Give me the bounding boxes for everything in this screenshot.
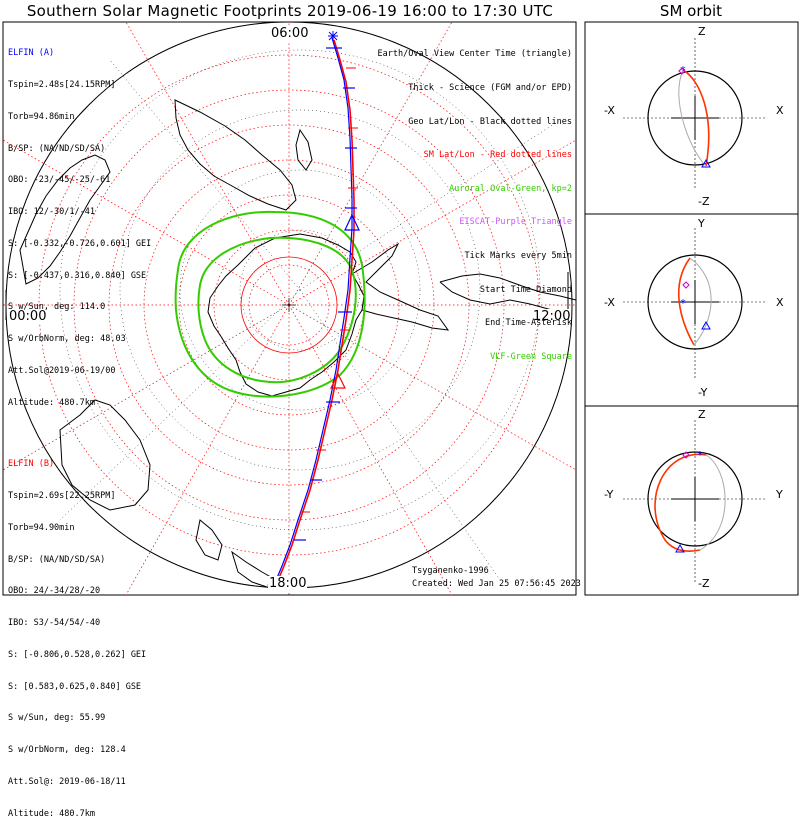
elfin-b-line: S w/Sun, deg: 55.99 [8,713,106,724]
yz-bottom-label: -Z [698,577,710,590]
legend-start-time: Start Time-Diamond [479,284,572,295]
elfin-a-name: ELFIN (A) [8,48,55,59]
elfin-b-track [275,39,355,586]
elfin-a-line: S w/OrbNorm, deg: 48.03 [8,334,126,345]
elfin-b-line: S w/OrbNorm, deg: 128.4 [8,745,126,756]
time-label-top: 06:00 [270,26,310,41]
svg-text:*: * [697,449,703,462]
legend: Earth/Oval View Center Time (triangle) T… [378,27,572,374]
footprint-map: * * * [2,21,799,596]
legend-vlf: VLF-Green Square [490,351,572,362]
antarctica-coastline [207,233,365,397]
model-label: Tsyganenko-1996 [412,566,489,576]
elfin-a-line: S: [-0.332,-0.726,0.601] GEI [8,238,152,249]
elfin-b-view-center-triangle [330,372,346,389]
elfin-a-line: Tspin=2.48s[24.15RPM] [8,79,116,90]
created-label: Created: Wed Jan 25 07:56:45 2023 [412,579,581,589]
geo-grid [59,49,561,581]
elfin-a-line: OBO: -23/-45/-25/-61 [8,175,111,186]
elfin-b-line: Tspin=2.69s[22.25RPM] [8,490,116,501]
sm-panel-yz-frame [584,405,799,596]
elfin-b-line: B/SP: (NA/ND/SD/SA) [8,554,106,565]
elfin-b-line: IBO: S3/-54/54/-40 [8,618,101,629]
elfin-a-line: S w/Sun, deg: 114.0 [8,302,106,313]
new-zealand-coastline [195,519,277,589]
australia-coastline [59,399,151,511]
elfin-b-info: ELFIN (B) Tspin=2.69s[22.25RPM] Torb=94.… [8,438,146,830]
legend-sm-grid: SM Lat/Lon - Red dotted lines [423,150,572,161]
legend-view-center: Earth/Oval View Center Time (triangle) [377,49,572,60]
svg-text:*: * [680,64,686,77]
elfin-a-line: IBO: 12/-30/1/-41 [8,207,95,218]
xy-left-label: -X [604,296,615,309]
xz-left-label: -X [604,104,615,117]
xz-top-label: Z [698,25,706,38]
south-america-coastline [439,273,576,311]
time-label-bottom: 18:00 [268,576,308,591]
map-center-cross [282,298,296,312]
elfin-b-ticks [300,67,358,513]
time-label-right: 12:00 [532,309,572,324]
xy-bottom-label: -Y [698,386,708,399]
legend-end-time: End Time-Asterisk [485,318,572,329]
sm-orbit-title: SM orbit [659,2,723,20]
xz-right-label: X [776,104,784,117]
xy-top-label: Y [698,217,705,230]
elfin-b-line: S: [-0.806,0.528,0.262] GEI [8,649,147,660]
legend-eiscat: EISCAT-Purple Triangle [459,217,572,228]
yz-right-label: Y [776,488,783,501]
time-label-left: 00:00 [8,309,48,324]
elfin-a-view-center-triangle [344,213,360,231]
legend-science: Thick - Science (FGM and/or EPD) [408,83,572,94]
elfin-a-info: ELFIN (A) Tspin=2.48s[24.15RPM] Torb=94.… [8,27,151,419]
page-title: Southern Solar Magnetic Footprints 2019-… [26,2,554,20]
legend-auroral-oval: Auroral Oval-Green, kp=2 [449,183,572,194]
elfin-a-ticks [294,47,357,541]
elfin-a-line: S: [-0.437,0.316,0.840] GSE [8,270,147,281]
west-coastline [19,154,111,285]
elfin-b-line: Altitude: 480.7km [8,808,95,819]
elfin-b-name: ELFIN (B) [8,459,55,470]
xz-bottom-label: -Z [698,195,710,208]
elfin-a-line: Torb=94.86min [8,111,75,122]
elfin-a-track [273,37,353,586]
svg-text:*: * [680,297,686,310]
sm-orbit-xz-plot: * [623,38,767,190]
legend-geo-grid: Geo Lat/Lon - Black dotted lines [408,116,572,127]
elfin-b-line: S: [0.583,0.625,0.840] GSE [8,681,142,692]
sm-orbit-xy-plot: * [623,228,767,380]
legend-tick-marks: Tick Marks every 5min [464,251,572,262]
elfin-b-line: Torb=94.90min [8,522,75,533]
sm-orbit-yz-plot: * [623,420,767,582]
elfin-a-line: Att.Sol@2019-06-19/00 [8,366,116,376]
yz-top-label: Z [698,408,706,421]
africa-coastline [174,99,297,211]
elfin-b-line: Att.Sol@: 2019-06-18/11 [8,777,126,787]
elfin-b-line: OBO: 24/-34/28/-20 [8,586,101,597]
elfin-a-line: Altitude: 480.7km [8,397,95,408]
sm-panel-xy-frame [584,213,799,407]
sm-pole-circle [240,256,338,354]
end-asterisk [328,31,338,41]
xy-right-label: X [776,296,784,309]
elfin-a-line: B/SP: (NA/ND/SD/SA) [8,143,106,154]
madagascar-coastline [295,128,313,171]
yz-left-label: -Y [604,488,614,501]
antarctic-peninsula [351,242,450,331]
